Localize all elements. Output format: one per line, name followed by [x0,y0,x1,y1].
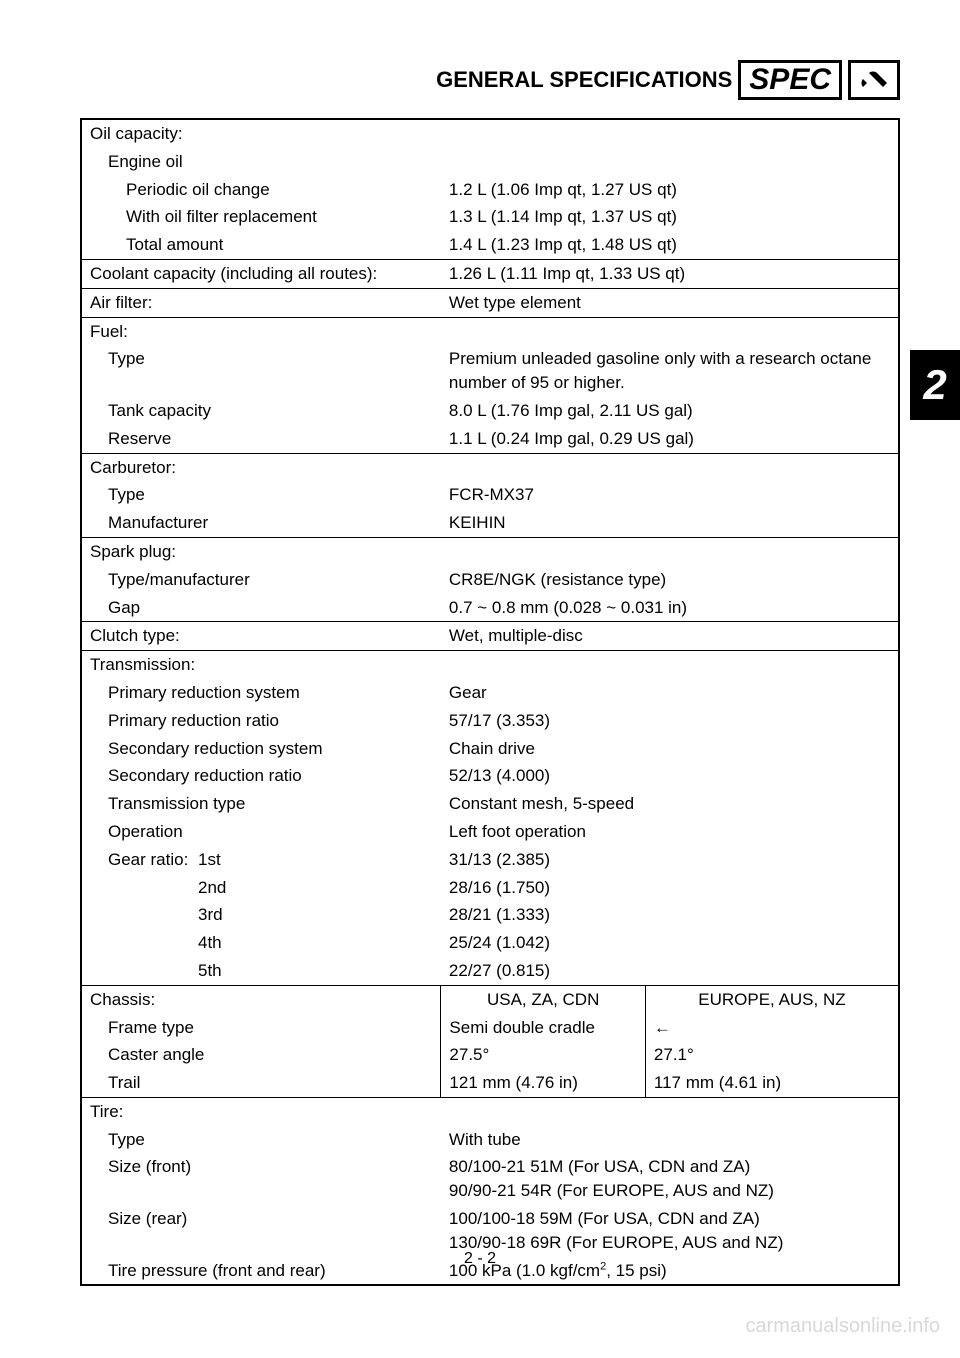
spec-value: Semi double cradle [441,1014,646,1042]
spec-value: Constant mesh, 5-speed [441,790,899,818]
spec-label: Size (rear) [81,1205,441,1257]
spec-label: Type [81,1126,441,1154]
spec-value: Wet, multiple-disc [441,622,899,651]
spec-label: Type [81,345,441,397]
spec-label: 4th [81,929,441,957]
spec-value: With tube [441,1126,899,1154]
chassis-col-2: EUROPE, AUS, NZ [645,985,899,1013]
spec-value [441,453,899,481]
spec-label: 2nd [81,874,441,902]
spec-label: With oil filter replacement [81,203,441,231]
spec-table: Oil capacity:Engine oilPeriodic oil chan… [80,118,900,1286]
page: GENERAL SPECIFICATIONS SPEC Oil capacity… [0,0,960,1358]
spec-value: Wet type element [441,288,899,317]
spec-label: Caster angle [81,1041,441,1069]
spec-value [441,119,899,148]
spec-label: Air filter: [81,288,441,317]
spec-label: Oil capacity: [81,119,441,148]
spec-value: 1.26 L (1.11 Imp qt, 1.33 US qt) [441,259,899,288]
spec-value: 117 mm (4.61 in) [645,1069,899,1097]
spec-label: Primary reduction system [81,679,441,707]
spec-value: Left foot operation [441,818,899,846]
spec-label: Total amount [81,231,441,259]
spec-value: 25/24 (1.042) [441,929,899,957]
spec-value: ← [645,1014,899,1042]
spec-value: 100/100-18 59M (For USA, CDN and ZA)130/… [441,1205,899,1257]
spec-label: Tank capacity [81,397,441,425]
spec-label: Gear ratio:1st [81,846,441,874]
spec-label: Frame type [81,1014,441,1042]
page-number: 2 - 2 [0,1250,960,1268]
spec-value [441,317,899,345]
spec-label: Reserve [81,425,441,453]
page-title: GENERAL SPECIFICATIONS [436,67,732,93]
spec-label: Type/manufacturer [81,566,441,594]
spec-value: Gear [441,679,899,707]
spec-label: Periodic oil change [81,176,441,204]
spec-value: 80/100-21 51M (For USA, CDN and ZA)90/90… [441,1153,899,1205]
spec-label: Chassis: [81,985,441,1013]
spec-value: Premium unleaded gasoline only with a re… [441,345,899,397]
watermark: carmanualsonline.info [745,1315,940,1338]
spec-label: Primary reduction ratio [81,707,441,735]
spec-label: Secondary reduction ratio [81,762,441,790]
spec-value: 31/13 (2.385) [441,846,899,874]
spec-label: Trail [81,1069,441,1097]
spec-value: 28/21 (1.333) [441,901,899,929]
chapter-tab: 2 [910,350,960,420]
spec-value: Chain drive [441,735,899,763]
spec-label: Transmission: [81,651,441,679]
spec-value: 8.0 L (1.76 Imp gal, 2.11 US gal) [441,397,899,425]
spec-label: Operation [81,818,441,846]
spec-value: 1.1 L (0.24 Imp gal, 0.29 US gal) [441,425,899,453]
spec-label: Secondary reduction system [81,735,441,763]
spec-value: 28/16 (1.750) [441,874,899,902]
spec-value: 0.7 ~ 0.8 mm (0.028 ~ 0.031 in) [441,594,899,622]
spec-value: 57/17 (3.353) [441,707,899,735]
spec-value: 27.5° [441,1041,646,1069]
page-header: GENERAL SPECIFICATIONS SPEC [80,60,900,100]
chassis-col-1: USA, ZA, CDN [441,985,646,1013]
spec-label: Type [81,481,441,509]
spec-value [441,651,899,679]
spec-value: CR8E/NGK (resistance type) [441,566,899,594]
spec-value [441,537,899,565]
spec-badge: SPEC [738,60,842,100]
spec-label: Transmission type [81,790,441,818]
spec-label: 3rd [81,901,441,929]
spec-value: 121 mm (4.76 in) [441,1069,646,1097]
spec-value [441,1097,899,1125]
spec-value: 1.4 L (1.23 Imp qt, 1.48 US qt) [441,231,899,259]
spec-label: Gap [81,594,441,622]
spec-value: 1.3 L (1.14 Imp qt, 1.37 US qt) [441,203,899,231]
spec-value: 52/13 (4.000) [441,762,899,790]
spec-label: Size (front) [81,1153,441,1205]
spec-label: Manufacturer [81,509,441,537]
spec-value: 1.2 L (1.06 Imp qt, 1.27 US qt) [441,176,899,204]
spec-value: 27.1° [645,1041,899,1069]
spec-label: Clutch type: [81,622,441,651]
spec-value: KEIHIN [441,509,899,537]
spec-label: Spark plug: [81,537,441,565]
spec-label: Engine oil [81,148,441,176]
spec-label: Carburetor: [81,453,441,481]
spec-label: Coolant capacity (including all routes): [81,259,441,288]
spec-value [441,148,899,176]
wrench-icon [848,60,900,100]
spec-label: Fuel: [81,317,441,345]
spec-value: FCR-MX37 [441,481,899,509]
spec-label: Tire: [81,1097,441,1125]
spec-label: 5th [81,957,441,985]
spec-value: 22/27 (0.815) [441,957,899,985]
